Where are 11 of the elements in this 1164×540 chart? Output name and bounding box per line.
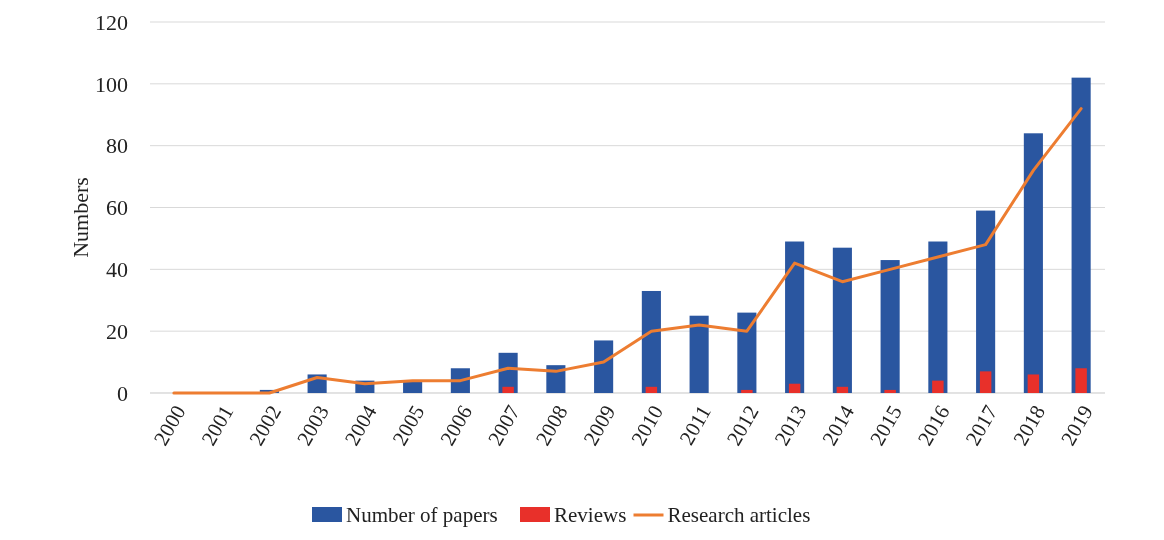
y-tick-label: 80 [106,133,128,159]
y-tick-label: 0 [117,380,128,406]
y-tick-label: 40 [106,257,128,283]
y-tick-label: 20 [106,318,128,344]
y-tick-label: 100 [95,71,128,97]
y-axis-title: Numbers [68,177,93,258]
y-tick-label: 120 [95,9,128,35]
y-tick-label: 60 [106,195,128,221]
legend-label: Research articles [667,503,811,527]
legend-label: Reviews [554,503,627,527]
legend-label: Number of papers [346,503,498,527]
